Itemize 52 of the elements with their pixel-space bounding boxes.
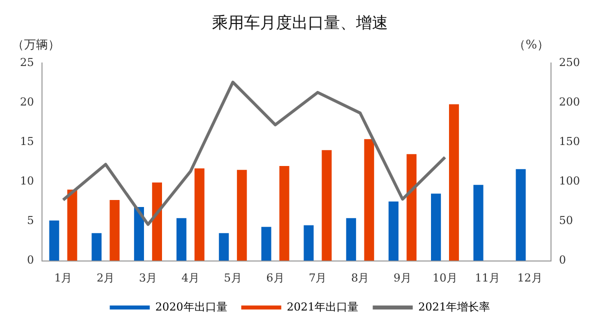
legend-label: 2020年出口量	[155, 300, 228, 314]
y-axis-title: （万辆）	[12, 37, 60, 52]
bar	[218, 233, 229, 261]
x-tick-label: 10月	[432, 271, 458, 284]
x-tick-label: 7月	[308, 271, 327, 284]
y2-axis-title: （%）	[514, 37, 550, 52]
bar	[152, 182, 162, 261]
x-tick-label: 5月	[224, 271, 242, 284]
bar	[516, 169, 526, 261]
chart-title: 乘用车月度出口量、增速	[212, 12, 388, 32]
x-tick-label: 4月	[181, 271, 200, 284]
bar	[322, 150, 332, 261]
bar	[364, 139, 374, 261]
y2-tick-label: 100	[559, 174, 580, 188]
y-tick-label: 25	[20, 56, 34, 70]
y2-tick-label: 200	[559, 96, 580, 109]
x-tick-label: 1月	[54, 271, 72, 284]
bar	[406, 154, 417, 261]
y-tick-label: 20	[20, 96, 34, 109]
x-tick-label: 2月	[96, 271, 115, 284]
bar	[304, 225, 314, 261]
bar	[176, 218, 186, 261]
y2-tick-label: 0	[559, 254, 566, 267]
bar	[473, 184, 484, 261]
bar	[92, 233, 102, 261]
x-tick-label: 9月	[394, 271, 412, 284]
legend-label: 2021年出口量	[286, 300, 359, 314]
bar	[110, 200, 120, 261]
bar	[388, 202, 398, 261]
bar	[279, 166, 290, 261]
bar	[194, 168, 204, 261]
bar	[430, 194, 441, 261]
y-tick-label: 15	[20, 135, 34, 148]
x-tick-label: 6月	[266, 271, 284, 284]
bar	[261, 226, 272, 261]
x-tick-label: 3月	[139, 271, 158, 284]
bar	[449, 104, 459, 261]
legend-label: 2021年增长率	[418, 300, 490, 314]
x-tick-label: 12月	[517, 271, 542, 284]
y-tick-label: 10	[20, 174, 34, 188]
y-tick-label: 0	[26, 254, 34, 267]
y2-tick-label: 150	[559, 135, 580, 148]
y-tick-label: 5	[26, 214, 34, 228]
y2-tick-label: 50	[559, 214, 574, 228]
x-tick-label: 11月	[474, 271, 500, 284]
bar	[67, 190, 78, 261]
y2-tick-label: 250	[559, 56, 580, 70]
bar	[49, 220, 60, 261]
x-tick-label: 8月	[351, 271, 370, 284]
bar	[134, 207, 144, 261]
bar	[236, 170, 247, 261]
bar	[346, 218, 356, 261]
